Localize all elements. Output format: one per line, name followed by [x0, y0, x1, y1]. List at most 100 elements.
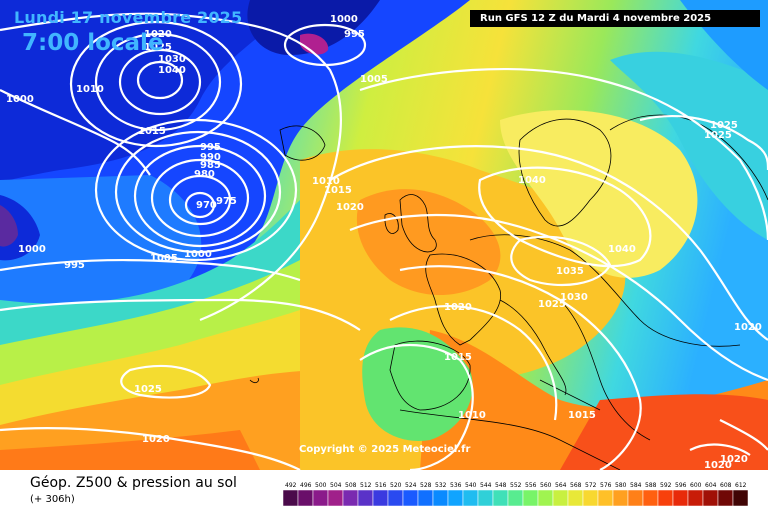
legend-tick-label: 528	[420, 482, 432, 489]
legend-swatch	[357, 489, 374, 507]
isobar-label: 1025	[134, 384, 162, 395]
legend-swatch	[297, 489, 314, 507]
isobar-label: 1025	[710, 120, 738, 131]
legend-swatch	[507, 489, 524, 507]
legend-swatch	[672, 489, 689, 507]
isobar-label: 1040	[518, 175, 546, 186]
weather-map: 1000 995 1020 1025 1030 1040 1010 1000 1…	[0, 0, 768, 470]
isobar-label: 1020	[336, 202, 364, 213]
legend-swatch	[432, 489, 449, 507]
legend-tick-label: 604	[705, 482, 717, 489]
isobar-label: 1025	[538, 299, 566, 310]
isobar-label: 1010	[312, 176, 340, 187]
legend-swatch	[312, 489, 329, 507]
geopotential-field	[0, 0, 768, 470]
legend-tick-label: 564	[555, 482, 567, 489]
legend-tick-label: 504	[330, 482, 342, 489]
isobar-label: 985	[200, 160, 221, 171]
legend-tick-label: 524	[405, 482, 417, 489]
isobar-label: 1030	[158, 54, 186, 65]
legend-tick-label: 544	[480, 482, 492, 489]
legend-tick-label: 536	[450, 482, 462, 489]
legend-tick-label: 568	[570, 482, 582, 489]
isobar-label: 1035	[556, 266, 584, 277]
isobar-label: 995	[344, 29, 365, 40]
legend-tick-label: 580	[615, 482, 627, 489]
legend-swatch	[552, 489, 569, 507]
isobar-label: 990	[200, 152, 221, 163]
color-scale-legend: 492 496 500 504 508 512 516 520 524 528 532 536 540 5…	[283, 482, 749, 507]
legend-tick-label: 588	[645, 482, 657, 489]
legend-tick-label: 556	[525, 482, 537, 489]
legend-tick-label: 596	[675, 482, 687, 489]
run-info: Run GFS 12 Z du Mardi 4 novembre 2025	[470, 10, 760, 27]
legend-swatch	[477, 489, 494, 507]
legend-tick-label: 572	[585, 482, 597, 489]
isobar-label: 970	[196, 200, 217, 211]
isobar-label: 1015	[444, 352, 472, 363]
isobar-label: 1025	[704, 130, 732, 141]
isobar-label: 1040	[608, 244, 636, 255]
copyright: Copyright © 2025 Meteociel.fr	[299, 444, 471, 455]
isobar-label: 1015	[138, 126, 166, 137]
legend-swatch	[612, 489, 629, 507]
legend-swatch	[387, 489, 404, 507]
isobar-label: 1000	[6, 94, 34, 105]
isobar-label: 1040	[158, 65, 186, 76]
legend-swatch	[537, 489, 554, 507]
legend-swatch	[582, 489, 599, 507]
legend-tick-label: 512	[360, 482, 372, 489]
legend-swatch	[492, 489, 509, 507]
isobars	[0, 12, 768, 470]
legend-tick-label: 608	[720, 482, 732, 489]
legend-swatch	[627, 489, 644, 507]
legend-swatch	[417, 489, 434, 507]
legend-swatch	[717, 489, 734, 507]
isobar-label: 1000	[18, 244, 46, 255]
isobar-label: 1020	[704, 460, 732, 470]
legend-swatch	[402, 489, 419, 507]
legend-swatch	[597, 489, 614, 507]
legend-tick-label: 516	[375, 482, 387, 489]
isobar-label: 1015	[324, 185, 352, 196]
isobar-label: 1025	[144, 42, 172, 53]
legend-tick-label: 552	[510, 482, 522, 489]
legend-tick-label: 612	[735, 482, 747, 489]
isobar-label: 1020	[720, 454, 748, 465]
legend-tick-label: 548	[495, 482, 507, 489]
isobar-label: 1015	[568, 410, 596, 421]
isobar-label: 1010	[76, 84, 104, 95]
legend-tick-label: 492	[285, 482, 297, 489]
isobar-label: 995	[64, 260, 85, 271]
isobar-label: 1000	[330, 14, 358, 25]
legend-tick-label: 576	[600, 482, 612, 489]
legend-swatch	[462, 489, 479, 507]
legend-swatch	[567, 489, 584, 507]
legend-tick-label: 584	[630, 482, 642, 489]
isobar-label: 1010	[458, 410, 486, 421]
legend-swatch	[372, 489, 389, 507]
isobar-label: 1000	[184, 249, 212, 260]
legend-tick-label: 560	[540, 482, 552, 489]
legend-tick-label: 592	[660, 482, 672, 489]
legend-swatch	[657, 489, 674, 507]
legend-swatch	[642, 489, 659, 507]
isobar-label: 1020	[144, 29, 172, 40]
isobar-label: 1020	[444, 302, 472, 313]
coastlines	[249, 114, 768, 470]
legend-swatch	[447, 489, 464, 507]
isobar-label: 980	[194, 169, 215, 180]
legend-tick-label: 500	[315, 482, 327, 489]
forecast-offset: (+ 306h)	[30, 494, 75, 505]
legend-tick-label: 508	[345, 482, 357, 489]
legend-swatch	[283, 489, 299, 507]
legend-swatch	[522, 489, 539, 507]
forecast-date: Lundi 17 novembre 2025	[14, 8, 243, 27]
forecast-time: 7:00 locale	[22, 30, 164, 56]
legend-tick-label: 496	[300, 482, 312, 489]
legend-swatch	[687, 489, 704, 507]
legend-swatch	[327, 489, 344, 507]
isobar-label: 1030	[560, 292, 588, 303]
legend-swatch	[732, 489, 749, 507]
map-canvas: 1000 995 1020 1025 1030 1040 1010 1000 1…	[0, 0, 768, 470]
